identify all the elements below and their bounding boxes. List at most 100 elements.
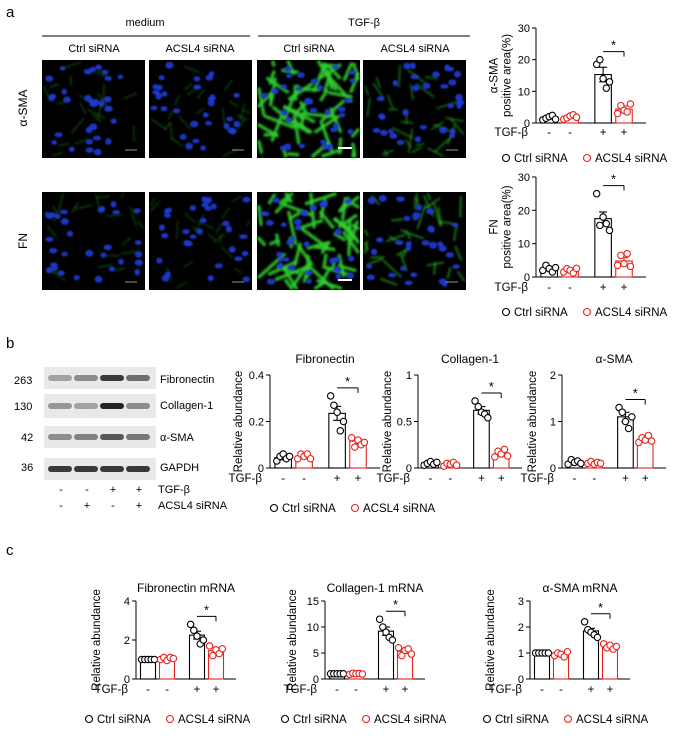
- y-tick-label: 0.5: [397, 417, 412, 429]
- y-tick-label: 0: [518, 674, 524, 686]
- significance-star: *: [611, 38, 616, 53]
- data-point: [190, 626, 198, 634]
- data-point: [398, 651, 406, 660]
- data-point: [407, 650, 416, 658]
- x-condition-label: TGF-β: [489, 684, 523, 696]
- significance-star: *: [393, 597, 398, 612]
- data-point: [199, 636, 208, 644]
- legend: Ctrl siRNA ACSL4 siRNA: [501, 307, 668, 319]
- chart-title: Fibronectin mRNA: [137, 581, 235, 595]
- y-tick-label: 3: [518, 596, 524, 608]
- blot-label-gapdh: GAPDH: [160, 462, 199, 474]
- x-sign: +: [621, 282, 628, 294]
- data-point: [605, 226, 614, 235]
- blot-strip: [44, 367, 156, 389]
- blot-band: [48, 375, 72, 381]
- data-point: [186, 620, 195, 629]
- micrograph-panel: [149, 192, 252, 290]
- legend-ctrl: Ctrl siRNA: [514, 153, 568, 165]
- data-point: [351, 443, 359, 451]
- x-sign: +: [383, 684, 390, 696]
- micrograph-panel: [257, 60, 360, 158]
- legend-acsl4: ACSL4 siRNA: [576, 714, 649, 726]
- chart-FN_mRNA: Fibronectin mRNA 0 2 4 Relative abundance * TG…: [91, 581, 236, 696]
- y-tick-label: 0: [313, 674, 319, 686]
- y-tick-label: 0: [550, 463, 556, 475]
- legend: Ctrl siRNA ACSL4 siRNA: [269, 503, 436, 515]
- y-axis-label: α-SMA: [489, 57, 501, 93]
- legend: Ctrl siRNA ACSL4 siRNA: [482, 714, 649, 726]
- x-sign: -: [302, 473, 306, 485]
- data-point: [218, 645, 227, 653]
- data-point: [394, 644, 403, 652]
- data-point: [150, 655, 159, 664]
- significance-star: *: [598, 600, 603, 615]
- data-point: [596, 459, 605, 468]
- y-axis-label: Relative abundance: [485, 589, 497, 691]
- y-axis-label: FN: [489, 219, 501, 234]
- legend-marker-acsl4: [582, 307, 592, 317]
- data-point: [560, 653, 568, 661]
- x-condition-label: TGF-β: [284, 684, 318, 696]
- legend-marker-ctrl: [269, 503, 279, 513]
- y-axis-label: Relative abundance: [382, 371, 394, 473]
- x-condition-label: TGF-β: [377, 473, 411, 485]
- x-sign: +: [355, 473, 362, 485]
- y-tick-label: 30: [518, 23, 530, 35]
- micrograph-panel: [363, 60, 466, 158]
- data-point: [333, 408, 341, 416]
- legend-acsl4: ACSL4 siRNA: [374, 714, 447, 726]
- legend-marker-ctrl: [84, 714, 94, 724]
- x-sign: +: [600, 282, 607, 294]
- data-point: [596, 221, 604, 230]
- data-point: [326, 392, 335, 400]
- y-axis-label: Relative abundance: [287, 589, 299, 691]
- significance-star: *: [345, 374, 350, 389]
- blot-label-fibronectin: Fibronectin: [160, 374, 214, 386]
- y-tick-label: 5: [313, 648, 319, 660]
- legend: Ctrl siRNA ACSL4 siRNA: [84, 714, 251, 726]
- y-tick-label: 0.4: [249, 370, 264, 382]
- data-point: [623, 249, 631, 258]
- data-point: [563, 647, 572, 656]
- blot-sign: +: [110, 484, 116, 496]
- x-sign: +: [498, 473, 505, 485]
- legend-acsl4: ACSL4 siRNA: [595, 153, 668, 165]
- data-point: [602, 84, 611, 92]
- chart-aSMA_mRNA: α-SMA mRNA 0 1 2 3 Relative abundance * TGF-β - -…: [485, 581, 630, 696]
- data-point: [330, 401, 338, 409]
- column-label-2: ACSL4 siRNA: [165, 43, 235, 55]
- western-blot: [44, 367, 156, 480]
- chart-aSMA_area: 0 10 20 30 α-SMA positive area(%) * TGF-β - - + +: [489, 23, 646, 139]
- significance-star: *: [489, 379, 494, 394]
- x-condition-label: TGF-β: [495, 127, 529, 139]
- chart-title: α-SMA: [596, 352, 633, 366]
- data-point: [624, 424, 633, 433]
- significance-star: *: [611, 172, 616, 187]
- x-sign: -: [559, 684, 563, 696]
- legend: Ctrl siRNA ACSL4 siRNA: [501, 153, 668, 165]
- micrograph-panel: [149, 60, 252, 158]
- micrograph-panel: [42, 60, 145, 158]
- x-condition-label: TGF-β: [95, 684, 129, 696]
- data-point: [572, 113, 581, 122]
- data-point: [358, 670, 367, 678]
- data-point: [382, 628, 390, 636]
- blot-sign: +: [84, 500, 90, 512]
- data-point: [500, 445, 509, 454]
- data-point: [612, 642, 621, 651]
- data-point: [572, 264, 581, 273]
- chart-COL_mRNA: Collagen-1 mRNA 0 5 10 15 Relative abundance *…: [284, 581, 425, 696]
- legend-marker-acsl4: [361, 714, 371, 724]
- y-axis-label: Relative abundance: [91, 589, 103, 691]
- data-point: [551, 263, 560, 272]
- data-point: [491, 453, 499, 461]
- legend-marker-acsl4: [350, 503, 360, 513]
- legend-marker-ctrl: [501, 307, 511, 317]
- data-point: [503, 452, 512, 460]
- data-point: [623, 108, 631, 116]
- blot-label-collagen: Collagen-1: [160, 400, 213, 412]
- blot-label-asma: α-SMA: [160, 432, 195, 444]
- data-point: [626, 100, 635, 108]
